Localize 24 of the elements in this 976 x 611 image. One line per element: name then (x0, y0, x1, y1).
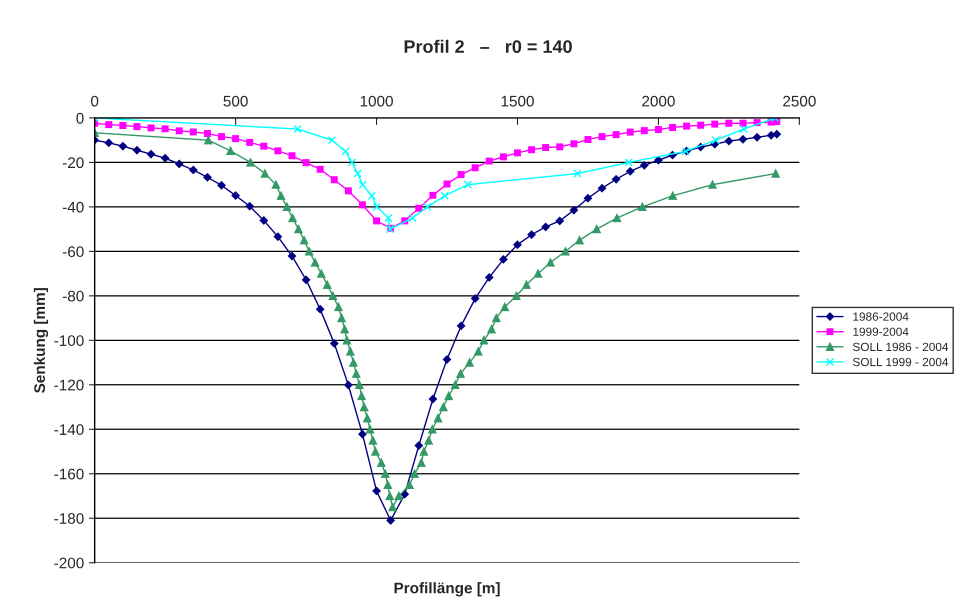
y-tick-label: -100 (54, 335, 84, 346)
y-tick-label: -120 (54, 380, 84, 390)
y-tick-label: 0 (76, 112, 84, 124)
x-tick-label: 0 (91, 96, 98, 107)
y-tick-label: -60 (62, 246, 84, 258)
x-tick-label: 2000 (642, 96, 675, 107)
legend-label: SOLL 1999 - 2004 (852, 358, 948, 366)
x-tick-label: 1000 (360, 96, 393, 107)
y-tick-label: -200 (54, 558, 84, 568)
x-tick-label: 1500 (502, 96, 534, 107)
legend-label: 1999-2004 (853, 328, 909, 336)
legend-label: SOLL 1986 - 2004 (852, 342, 948, 352)
y-tick-label: -160 (54, 468, 84, 480)
y-tick-label: -40 (62, 202, 84, 213)
y-tick-label: -80 (62, 290, 84, 302)
x-tick-label: 2500 (783, 96, 816, 107)
x-tick-label: 500 (223, 96, 248, 107)
y-tick-label: -140 (54, 424, 84, 435)
legend-label: 1986-2004 (853, 312, 909, 321)
y-tick-label: -180 (54, 513, 84, 524)
y-axis-title: Senkung [mm] (34, 288, 48, 393)
y-tick-label: -20 (62, 157, 84, 168)
x-axis-title: Profillänge [m] (394, 582, 500, 596)
chart-title: Profil 2 – r0 = 140 (404, 40, 572, 53)
